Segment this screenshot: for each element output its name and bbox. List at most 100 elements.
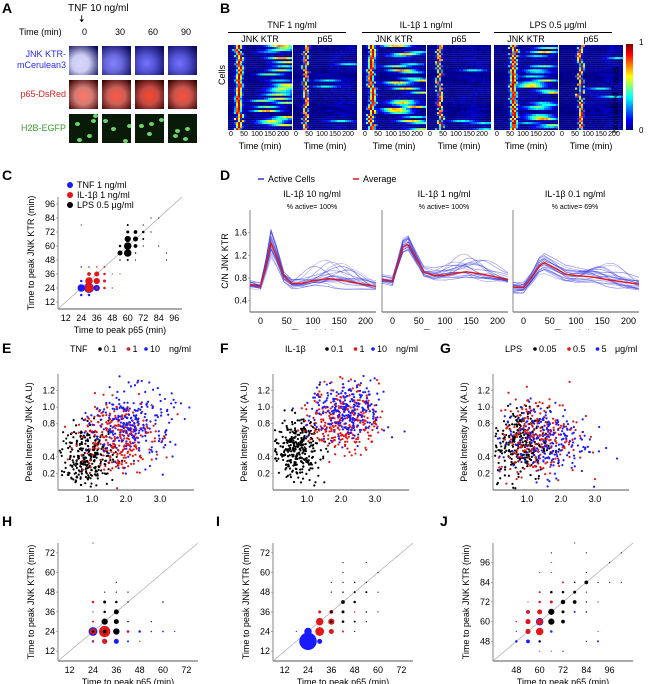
heatmap-cell: [295, 81, 298, 84]
heatmap-cell: [232, 109, 235, 113]
heatmap-cell: [252, 71, 255, 74]
heatmap-cell: [408, 118, 411, 121]
heatmap-cell: [429, 63, 432, 66]
heatmap-cell: [276, 114, 279, 117]
heatmap-cell: [315, 55, 318, 58]
heatmap-cell: [303, 107, 306, 111]
heatmap-cell: [311, 101, 314, 104]
heatmap-cell: [351, 79, 354, 82]
heatmap-cell: [262, 55, 265, 58]
heatmap-cell: [402, 122, 405, 125]
heatmap-cell: [250, 65, 253, 68]
heatmap-cell: [435, 85, 438, 88]
heatmap-cell: [479, 67, 482, 70]
heatmap-cell: [256, 79, 259, 82]
heatmap-cell: [315, 51, 318, 54]
heatmap-cell: [422, 103, 425, 106]
heatmap-cell: [313, 83, 316, 86]
heatmap-cell: [293, 87, 296, 90]
group-underline: [228, 32, 346, 33]
heatmap-cell: [370, 91, 373, 94]
heatmap-cell: [382, 51, 385, 54]
heatmap-cell: [386, 109, 389, 113]
heatmap-cell: [418, 118, 421, 121]
heatmap-cell: [431, 59, 434, 62]
heatmap-cell: [274, 103, 277, 106]
heatmap-cell: [483, 51, 486, 54]
heatmap-cell: [258, 126, 261, 129]
heatmap-cell: [256, 101, 259, 104]
heatmap-cell: [242, 83, 245, 86]
heatmap-cell: [311, 63, 314, 66]
heatmap-cell: [390, 51, 393, 54]
heatmap-cell: [380, 105, 383, 108]
heatmap-cell: [339, 59, 342, 62]
heatmap-cell: [319, 105, 322, 108]
heatmap-cell: [477, 87, 480, 90]
heatmap-cell: [351, 118, 354, 121]
heatmap-cell: [258, 107, 261, 111]
heatmap-cell: [477, 65, 480, 68]
heatmap-cell: [469, 87, 472, 90]
heatmap-cell: [321, 53, 324, 56]
heatmap-cell: [323, 95, 326, 98]
heatmap-cell: [465, 97, 468, 100]
heatmap-cell: [370, 105, 373, 108]
heatmap-cell: [313, 49, 316, 52]
heatmap-cell: [414, 114, 417, 117]
heatmap-cell: [451, 89, 454, 92]
heatmap-cell: [443, 65, 446, 68]
heatmap-cell: [341, 49, 344, 52]
heatmap-cell: [427, 95, 430, 98]
heatmap-cell: [272, 93, 275, 96]
heatmap-cell: [398, 124, 401, 127]
heatmap-cell: [343, 55, 346, 58]
heatmap-cell: [329, 75, 332, 78]
heatmap-cell: [230, 85, 233, 88]
heatmap-cell: [343, 77, 346, 80]
heatmap-cell: [392, 114, 395, 117]
heatmap-cell: [457, 83, 460, 86]
heatmap-cell: [266, 116, 269, 119]
heatmap-cell: [414, 75, 417, 78]
heatmap-cell: [412, 122, 415, 125]
heatmap-cell: [274, 65, 277, 68]
heatmap-cell: [402, 53, 405, 56]
heatmap-cell: [459, 53, 462, 56]
heatmap-cell: [303, 126, 306, 129]
heatmap-cell: [258, 47, 261, 50]
heatmap-cell: [264, 118, 267, 121]
heatmap-cell: [364, 71, 367, 74]
heatmap-cell: [278, 73, 281, 76]
heatmap-cell: [258, 118, 261, 121]
heatmap-cell: [232, 51, 235, 54]
heatmap-cell: [317, 109, 320, 113]
heatmap-cell: [382, 93, 385, 96]
heatmap-cell: [236, 87, 239, 90]
heatmap-cell: [443, 57, 446, 60]
heatmap-cell: [345, 71, 348, 74]
heatmap-cell: [418, 109, 421, 113]
heatmap-cell: [378, 126, 381, 129]
heatmap-cell: [234, 101, 237, 104]
heatmap-cell: [327, 69, 330, 72]
heatmap-cell: [483, 45, 486, 48]
heatmap-cell: [396, 47, 399, 50]
heatmap-cell: [404, 45, 407, 48]
heatmap-cell: [254, 45, 257, 48]
heatmap-cell: [282, 105, 285, 108]
heatmap-cell: [299, 47, 302, 50]
heatmap-cell: [335, 111, 338, 115]
heatmap-cell: [230, 55, 233, 58]
heatmap-cell: [345, 61, 348, 64]
heatmap-cell: [439, 89, 442, 92]
heatmap-cell: [424, 73, 426, 76]
heatmap-cell: [297, 83, 300, 86]
heatmap-cell: [288, 105, 291, 108]
heatmap-cell: [274, 105, 277, 108]
heatmap-cell: [372, 57, 375, 60]
heatmap-cell: [270, 87, 273, 90]
heatmap-cell: [451, 99, 454, 102]
heatmap-cell: [341, 57, 344, 60]
heatmap-cell: [335, 77, 338, 80]
